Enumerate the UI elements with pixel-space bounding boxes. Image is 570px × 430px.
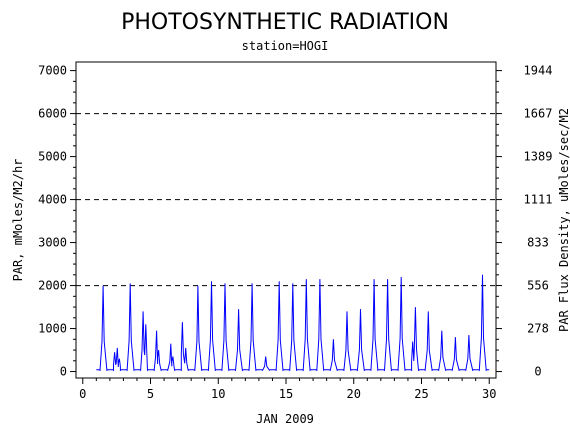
chart-subtitle: station=HOGI xyxy=(242,39,329,53)
x-tick-label: 20 xyxy=(347,387,361,401)
x-tick-label: 25 xyxy=(414,387,428,401)
x-axis: 0 5 10 15 20 25 30 xyxy=(79,378,496,401)
y-tick-label-right: 278 xyxy=(527,322,549,336)
x-tick-label: 10 xyxy=(211,387,225,401)
chart-title: PHOTOSYNTHETIC RADIATION xyxy=(121,10,449,35)
y-tick-label-left: 6000 xyxy=(38,107,67,121)
plot-frame xyxy=(75,61,497,379)
right-y-axis: 0 278 556 833 1111 1389 1667 1944 xyxy=(496,64,552,379)
left-y-axis-label: PAR, mMoles/M2/hr xyxy=(11,159,25,282)
y-tick-label-left: 5000 xyxy=(38,150,67,164)
y-tick-label-left: 2000 xyxy=(38,279,67,293)
y-tick-label-left: 0 xyxy=(60,365,67,379)
y-tick-label-right: 556 xyxy=(527,279,549,293)
right-y-axis-label: PAR Flux Density, uMoles/sec/M2 xyxy=(557,108,570,332)
y-tick-label-right: 1389 xyxy=(524,150,553,164)
left-y-axis: 0 1000 2000 3000 4000 5000 6000 7000 xyxy=(38,64,76,379)
y-tick-label-right: 0 xyxy=(534,365,541,379)
y-tick-label-left: 1000 xyxy=(38,322,67,336)
y-tick-label-right: 1667 xyxy=(524,107,553,121)
x-axis-label: JAN 2009 xyxy=(256,412,314,426)
y-tick-label-right: 1111 xyxy=(524,193,553,207)
x-tick-label: 5 xyxy=(147,387,154,401)
y-tick-label-right: 1944 xyxy=(524,64,553,78)
x-tick-label: 0 xyxy=(79,387,86,401)
x-tick-label: 30 xyxy=(482,387,496,401)
y-tick-label-left: 7000 xyxy=(38,64,67,78)
y-tick-label-right: 833 xyxy=(527,236,549,250)
y-tick-label-left: 4000 xyxy=(38,193,67,207)
par-series-line xyxy=(96,274,490,372)
y-tick-label-left: 3000 xyxy=(38,236,67,250)
reference-gridlines xyxy=(76,113,496,287)
x-tick-label: 15 xyxy=(279,387,293,401)
